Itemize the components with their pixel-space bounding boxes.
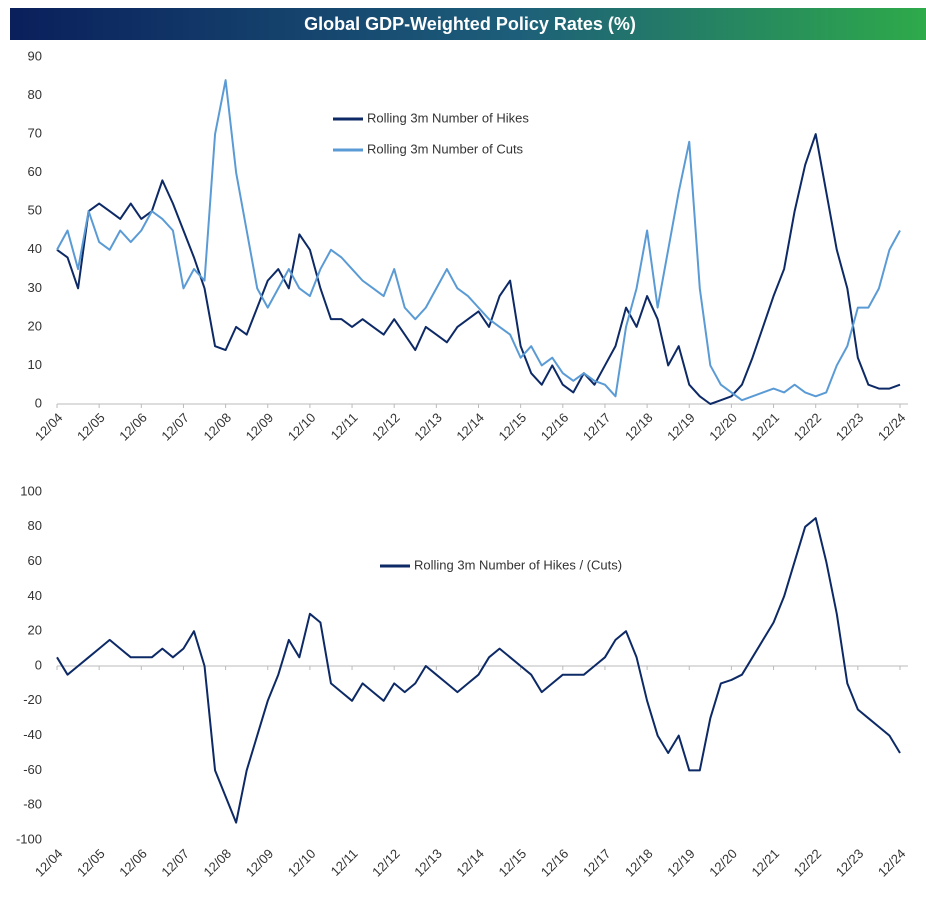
y-tick-label: 80	[28, 87, 42, 102]
legend-label: Rolling 3m Number of Cuts	[367, 141, 524, 156]
y-tick-label: -20	[23, 692, 42, 707]
x-tick-label: 12/21	[748, 410, 782, 444]
x-tick-label: 12/18	[622, 410, 656, 444]
x-tick-label: 12/10	[285, 846, 319, 880]
x-tick-label: 12/18	[622, 846, 656, 880]
x-tick-label: 12/13	[411, 846, 445, 880]
x-tick-label: 12/15	[496, 410, 530, 444]
x-tick-label: 12/23	[833, 846, 867, 880]
x-tick-label: 12/09	[243, 846, 277, 880]
y-tick-label: 40	[28, 241, 42, 256]
x-tick-label: 12/11	[328, 846, 361, 879]
x-tick-label: 12/08	[201, 410, 235, 444]
y-tick-label: 60	[28, 553, 42, 568]
y-tick-label: 100	[20, 483, 42, 498]
x-tick-label: 12/12	[369, 846, 403, 880]
x-tick-label: 12/09	[243, 410, 277, 444]
y-tick-label: -60	[23, 762, 42, 777]
x-tick-label: 12/24	[875, 846, 909, 880]
y-tick-label: 0	[35, 395, 42, 410]
series-line	[56, 517, 901, 824]
x-tick-label: 12/04	[32, 410, 66, 444]
legend-label: Rolling 3m Number of Hikes	[367, 110, 529, 125]
y-tick-label: 60	[28, 164, 42, 179]
x-tick-label: 12/06	[116, 410, 150, 444]
y-tick-label: 30	[28, 280, 42, 295]
x-tick-label: 12/12	[369, 410, 403, 444]
x-tick-label: 12/19	[664, 410, 698, 444]
x-tick-label: 12/14	[453, 846, 487, 880]
x-tick-label: 12/16	[538, 410, 572, 444]
x-tick-label: 12/05	[74, 410, 108, 444]
x-tick-label: 12/07	[158, 410, 192, 444]
y-tick-label: 90	[28, 48, 42, 63]
x-tick-label: 12/15	[496, 846, 530, 880]
y-tick-label: 50	[28, 203, 42, 218]
x-tick-label: 12/08	[201, 846, 235, 880]
x-tick-label: 12/21	[748, 846, 782, 880]
y-tick-label: -80	[23, 797, 42, 812]
y-tick-label: 20	[28, 623, 42, 638]
series-line	[56, 133, 901, 405]
y-tick-label: 80	[28, 518, 42, 533]
x-tick-label: 12/17	[580, 846, 614, 880]
x-tick-label: 12/17	[580, 410, 614, 444]
series-line	[56, 79, 901, 402]
x-tick-label: 12/14	[453, 410, 487, 444]
x-tick-label: 12/19	[664, 846, 698, 880]
chart-title: Global GDP-Weighted Policy Rates (%)	[304, 14, 636, 34]
y-tick-label: -100	[16, 831, 42, 846]
y-tick-label: -40	[23, 727, 42, 742]
y-tick-label: 10	[28, 357, 42, 372]
title-banner	[10, 8, 926, 40]
x-tick-label: 12/23	[833, 410, 867, 444]
x-tick-label: 12/20	[706, 410, 740, 444]
y-tick-label: 20	[28, 318, 42, 333]
x-tick-label: 12/22	[791, 846, 825, 880]
x-tick-label: 12/24	[875, 410, 909, 444]
y-tick-label: 0	[35, 657, 42, 672]
x-tick-label: 12/16	[538, 846, 572, 880]
x-tick-label: 12/13	[411, 410, 445, 444]
legend-label: Rolling 3m Number of Hikes / (Cuts)	[414, 557, 622, 572]
x-tick-label: 12/07	[158, 846, 192, 880]
x-tick-label: 12/20	[706, 846, 740, 880]
x-tick-label: 12/05	[74, 846, 108, 880]
x-tick-label: 12/22	[791, 410, 825, 444]
y-tick-label: 40	[28, 588, 42, 603]
x-tick-label: 12/06	[116, 846, 150, 880]
x-tick-label: 12/04	[32, 846, 66, 880]
x-tick-label: 12/10	[285, 410, 319, 444]
x-tick-label: 12/11	[328, 410, 361, 443]
y-tick-label: 70	[28, 126, 42, 141]
